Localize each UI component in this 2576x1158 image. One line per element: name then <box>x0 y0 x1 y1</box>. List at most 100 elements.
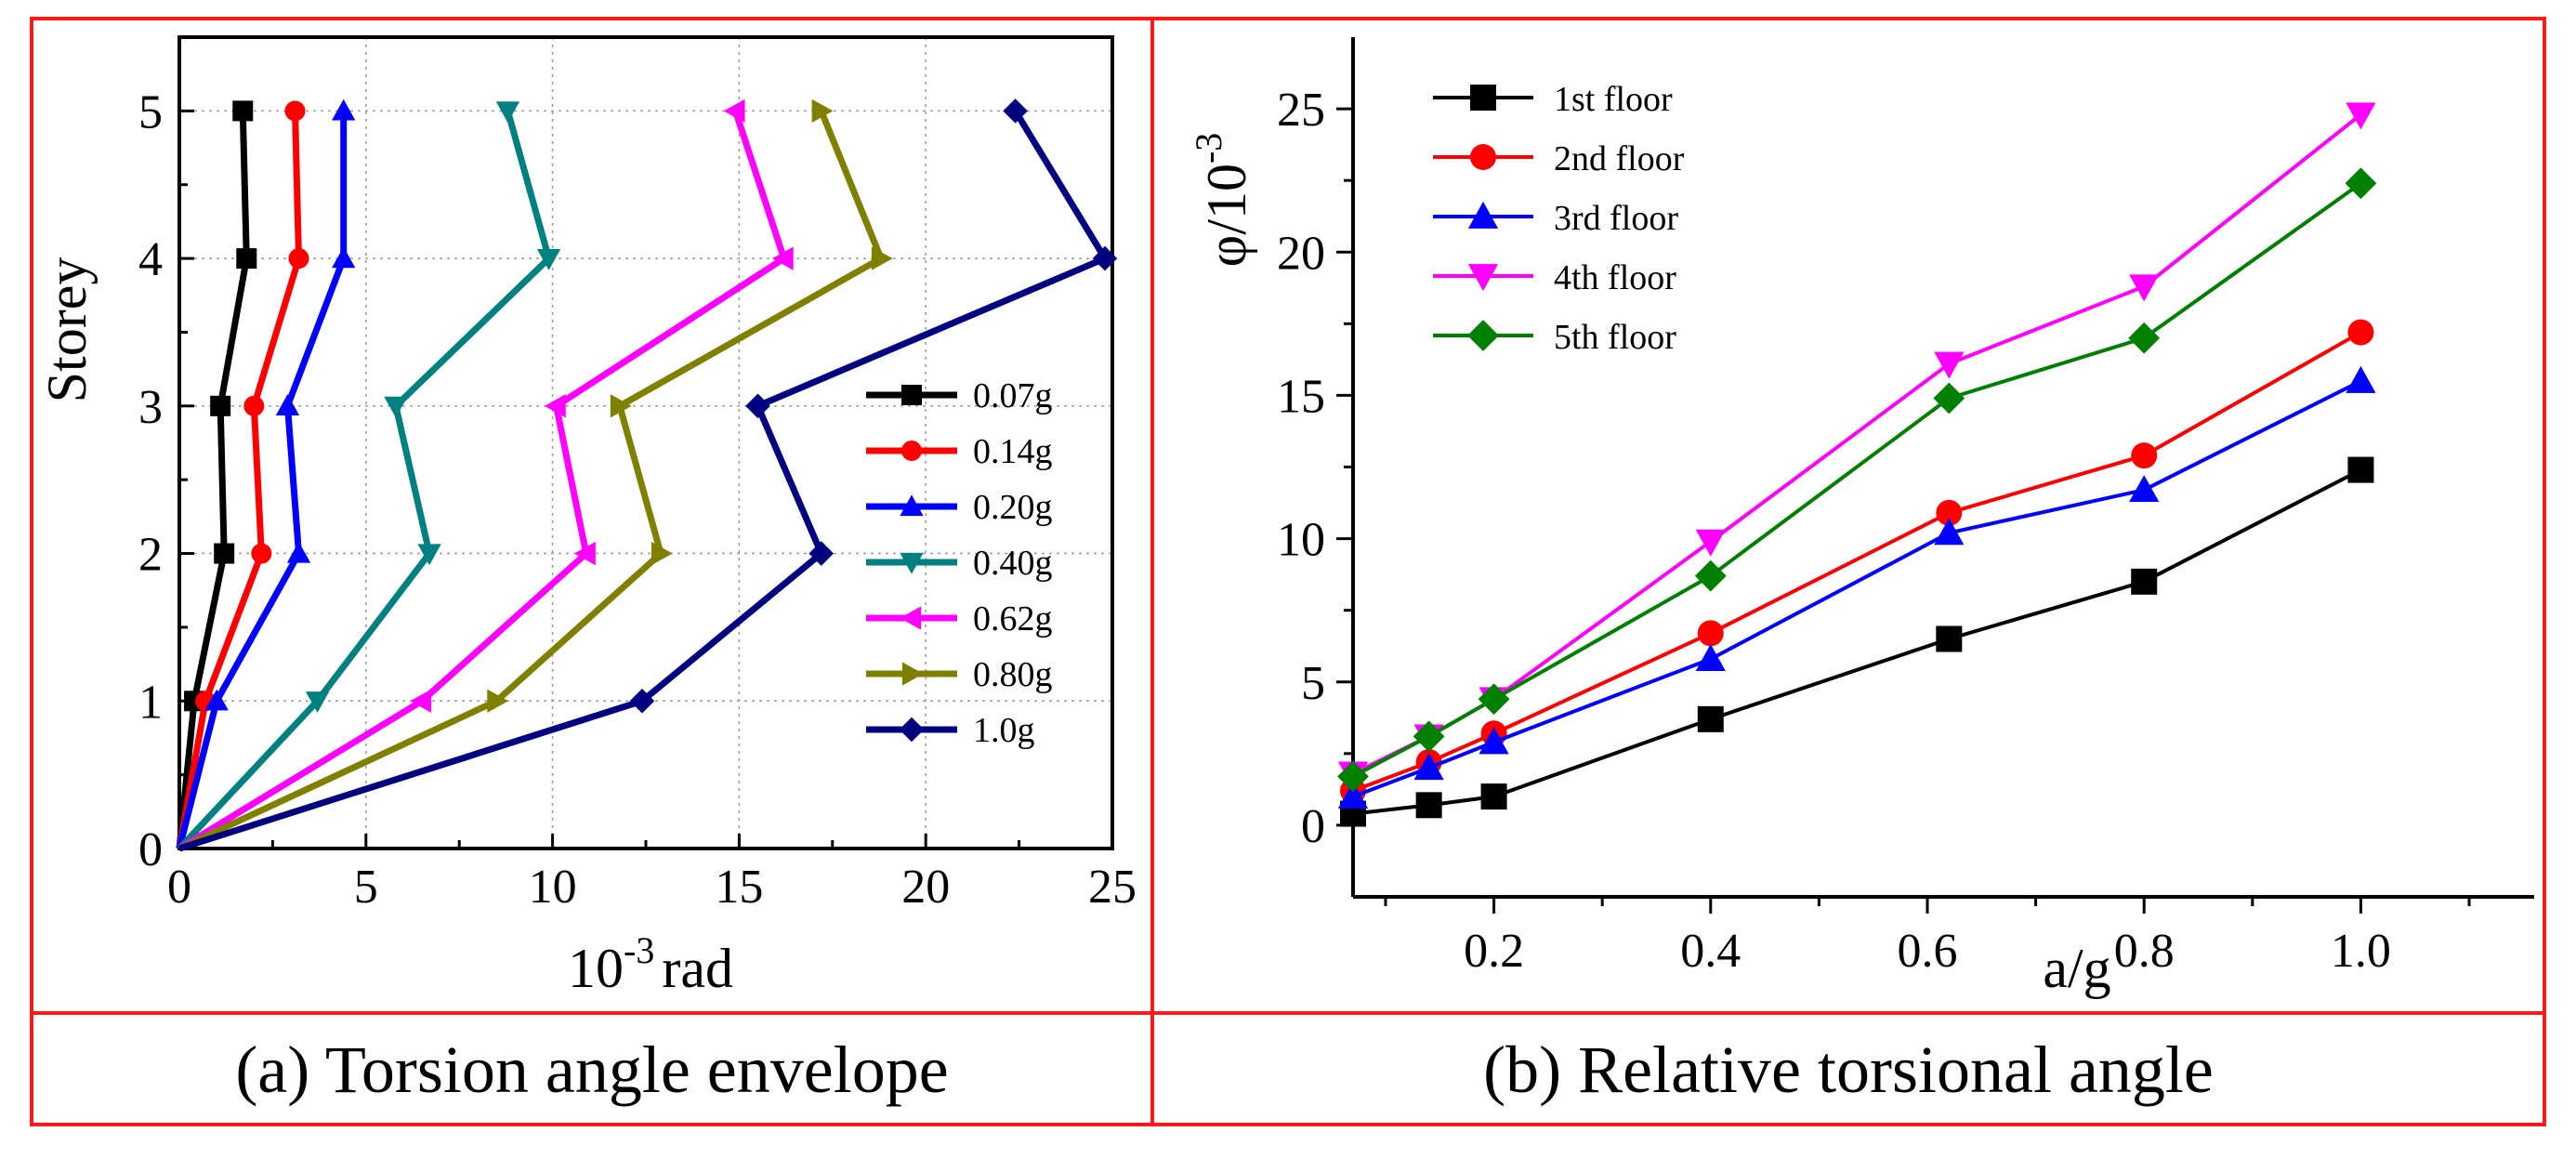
chart-a-legend-label: 0.20g <box>973 488 1053 527</box>
chart-b-point-5th floor <box>1337 760 1369 793</box>
chart-b-legend-label: 4th floor <box>1554 258 1676 297</box>
chart-a-series-line-0.40g <box>177 110 553 851</box>
chart-a-point-0.40g <box>536 248 561 270</box>
chart-a-ytick-label: 3 <box>138 381 163 434</box>
chart-b-point-3rd floor <box>1479 727 1509 755</box>
chart-b-xtick-label: 0.2 <box>1464 925 1524 978</box>
chart-b-xlabel: a/g <box>2043 938 2110 999</box>
chart-a-point-0.80g <box>871 246 893 270</box>
chart-a-xtick-label: 20 <box>901 861 950 914</box>
chart-b-point-4th floor <box>2346 102 2376 130</box>
chart-a-point-0.62g <box>723 99 745 124</box>
chart-a-legend-marker <box>901 441 922 461</box>
outer-frame <box>30 17 2546 1126</box>
chart-b-legend-label: 5th floor <box>1554 318 1676 357</box>
chart-a-point-0.80g <box>651 541 673 566</box>
chart-b-xtick-label: 0.6 <box>1898 925 1958 978</box>
chart-a-point-0.80g <box>610 394 632 418</box>
chart-b-point-4th floor <box>2129 274 2160 302</box>
chart-b-series-line-2nd floor <box>1352 330 2362 793</box>
chart-a-series-line-0.07g <box>176 111 250 849</box>
chart-a-ytick-label: 5 <box>138 86 163 138</box>
caption-a: (a) Torsion angle envelope <box>235 1033 948 1107</box>
chart-a-point-0.20g <box>204 689 229 711</box>
chart-b-point-5th floor <box>1478 683 1510 716</box>
chart-a-point-0.40g <box>305 691 330 713</box>
chart-a-point-0.07g <box>232 100 254 122</box>
chart-a-point-1.0g <box>1092 245 1118 271</box>
chart-a-point-0.80g <box>811 99 834 124</box>
chart-a-grid <box>179 37 1112 849</box>
chart-b-series-line-4th floor <box>1352 112 2362 776</box>
chart-a-xtick-label: 25 <box>1088 861 1137 914</box>
chart-b-point-5th floor <box>2128 322 2161 354</box>
chart-a-point-1.0g <box>629 688 655 714</box>
chart-a-legend-label: 0.14g <box>973 432 1053 471</box>
chart-b-point-3rd floor <box>1934 518 1965 546</box>
chart-b-legend-marker <box>1467 201 1499 229</box>
chart-b-ylabel: φ/10-3 <box>1188 133 1257 268</box>
chart-b-ytick-label: 10 <box>1277 514 1325 567</box>
chart-a-xtick-label: 15 <box>715 861 763 914</box>
chart-a-ytick-label: 4 <box>138 233 163 286</box>
chart-a-ytick-label: 0 <box>138 823 163 876</box>
chart-a-xtick-label: 0 <box>167 861 191 914</box>
chart-a-legend-label: 1.0g <box>973 711 1035 750</box>
chart-b-point-3rd floor <box>2346 365 2376 393</box>
chart-b-xtick-label: 0.4 <box>1680 925 1741 978</box>
chart-b-point-2nd floor <box>1697 620 1724 647</box>
chart-a-legend-marker <box>900 606 922 630</box>
chart-a-point-0.14g <box>243 395 265 416</box>
chart-a-point-0.62g <box>410 689 432 713</box>
chart-a-point-0.20g <box>275 394 300 415</box>
chart-b-point-4th floor <box>1934 351 1965 379</box>
chart-a-point-0.20g <box>286 541 311 563</box>
chart-b-legend-marker <box>1470 85 1496 111</box>
chart-a-point-0.62g <box>771 246 794 270</box>
chart-b-point-4th floor <box>1695 529 1726 557</box>
chart-b-ytick-label: 0 <box>1301 800 1325 853</box>
chart-a-legend-marker <box>901 385 922 405</box>
chart-a-legend: 0.07g 0.14g 0.20g 0.40g 0.62g 0.80g 1.0g <box>866 376 1053 750</box>
chart-a-ylabel: Storey <box>36 257 98 403</box>
chart-a-point-0.62g <box>574 541 596 566</box>
chart-b-point-5th floor <box>1694 559 1727 592</box>
chart-a-point-0.80g <box>487 689 509 713</box>
chart-b-point-3rd floor <box>2129 475 2160 503</box>
chart-b-ytick-label: 15 <box>1277 370 1325 423</box>
chart-a-point-0.62g <box>544 394 566 418</box>
chart-a-point-0.40g <box>495 101 520 124</box>
chart-a-series-line-0.14g <box>176 111 303 849</box>
chart-b-legend-label: 2nd floor <box>1554 139 1685 178</box>
chart-a-legend-label: 0.80g <box>973 655 1053 694</box>
chart-a-series-line-1.0g <box>177 109 1109 852</box>
chart-a-xtick-label: 5 <box>354 861 378 914</box>
chart-b-point-1st floor <box>1415 792 1442 819</box>
chart-b-point-2nd floor <box>2347 319 2374 346</box>
chart-a-point-0.20g <box>332 99 356 121</box>
chart-a-axes: 0 5 10 15 20 25 0 1 2 3 4 5 <box>138 35 1137 914</box>
chart-b-ylabel-sup: -3 <box>1188 133 1229 164</box>
chart-b-legend-marker <box>1467 264 1499 292</box>
chart-a-xlabel-base: 10 <box>568 938 624 999</box>
chart-a-xlabel-sup: -3 <box>624 929 654 971</box>
chart-a-point-0.20g <box>332 246 356 269</box>
chart-a-legend-label: 0.40g <box>973 544 1053 583</box>
chart-a-series <box>176 99 1118 852</box>
chart-a-point-1.0g <box>808 541 835 566</box>
chart-b-legend-label: 3rd floor <box>1554 199 1678 238</box>
chart-a-point-0.40g <box>417 544 441 566</box>
chart-a-point-0.07g <box>236 248 257 270</box>
chart-a-point-0.14g <box>284 100 306 122</box>
chart-b-point-5th floor <box>1413 720 1445 753</box>
chart-b-point-1st floor <box>1697 705 1724 732</box>
chart-relative-torsion: 0 5 10 15 20 25 0.2 0.4 0.6 0.8 1.0 1st floor 2nd f… <box>1188 37 2534 999</box>
caption-b: (b) Relative torsional angle <box>1483 1033 2214 1107</box>
chart-torsion-envelope: 0 5 10 15 20 25 0 1 2 3 4 5 0.07g 0.14g 0.20g 0.40g 0.6… <box>36 35 1137 999</box>
chart-a-ytick-label: 2 <box>138 529 163 582</box>
chart-a-legend-label: 0.07g <box>973 376 1053 415</box>
chart-b-point-1st floor <box>1480 783 1507 810</box>
chart-b-legend: 1st floor 2nd floor 3rd floor 4th floor 5th … <box>1433 80 1685 357</box>
chart-a-legend-marker <box>899 717 925 743</box>
